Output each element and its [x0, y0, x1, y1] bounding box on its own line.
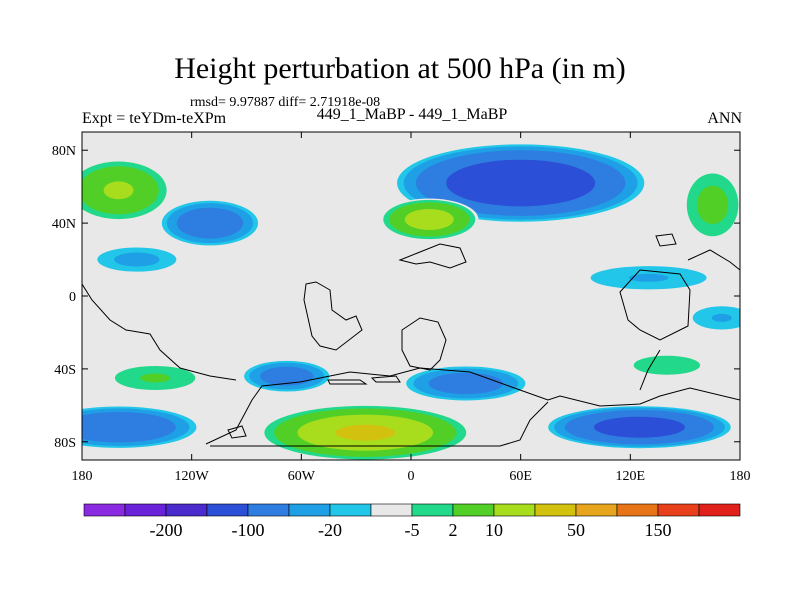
y-tick-label-4: 80S: [54, 436, 76, 451]
colorbar-box-7: [370, 503, 413, 517]
x-tick-label-1: 120W: [175, 469, 210, 484]
colorbar-box-3: [206, 503, 249, 517]
x-tick-label-2: 60W: [288, 469, 316, 484]
y-tick-label-3: 40S: [54, 363, 76, 378]
x-tick-label-3: 0: [408, 469, 415, 484]
colorbar-box-1: [124, 503, 167, 517]
colorbar-box-2: [165, 503, 208, 517]
x-tick-label-0: 180: [72, 469, 93, 484]
contour-band-8-2: [428, 372, 504, 395]
right-label: ANN: [707, 110, 742, 127]
colorbar-label-0: -200: [150, 520, 183, 540]
colorbar-box-8: [411, 503, 454, 517]
colorbar-box-10: [493, 503, 536, 517]
coastline-africa: [401, 317, 447, 371]
colorbar: -200 -100 -20 -5 2 10 50 150: [83, 503, 741, 540]
coastline-east-pacific: [639, 349, 661, 391]
colorbar-box-9: [452, 503, 495, 517]
chart-title: Height perturbation at 500 hPa (in m): [174, 52, 626, 85]
colorbar-box-6: [329, 503, 372, 517]
colorbar-label-4: 2: [449, 520, 458, 540]
x-tick-label-4: 60E: [509, 469, 532, 484]
contour-band-5-4: [335, 424, 396, 441]
y-axis: 80N 40N 0 40S 80S: [52, 144, 740, 451]
coastline-antarctic-shelf: [210, 401, 549, 447]
colorbar-box-14: [657, 503, 700, 517]
contour-band-11-1: [633, 355, 701, 375]
colorbar-label-6: 50: [567, 520, 585, 540]
colorbar-label-5: 10: [485, 520, 503, 540]
contour-band-4-2: [696, 185, 729, 225]
contour-band-9-2: [260, 366, 314, 386]
x-tick-label-5: 120E: [616, 469, 646, 484]
colorbar-box-12: [575, 503, 618, 517]
x-tick-label-6: 180: [730, 469, 751, 484]
center-label: 449_1_MaBP - 449_1_MaBP: [316, 106, 508, 123]
coastline-outline: [82, 233, 740, 447]
coastline-australia: [619, 269, 691, 341]
contour-band-1-2: [176, 207, 244, 239]
contour-band-10-2: [140, 373, 171, 383]
stats-text: rmsd= 9.97887 diff= 2.71918e-08: [190, 95, 381, 110]
contour-field: [82, 132, 740, 460]
coastline-peninsula: [227, 425, 247, 439]
coastline-eurasia-south: [398, 243, 467, 269]
coastline-antarctica: [205, 367, 740, 445]
colorbar-label-2: -20: [318, 520, 342, 540]
colorbar-label-7: 150: [645, 520, 672, 540]
coastline-south-america: [303, 281, 363, 351]
contour-band-3-3: [404, 208, 454, 230]
contour-band-12-1: [114, 252, 160, 267]
coastline-west-pacific: [82, 283, 237, 381]
colorbar-label-3: -5: [405, 520, 420, 540]
coastline-weddell: [327, 375, 401, 385]
y-tick-label-0: 80N: [52, 144, 76, 159]
contour-band-14-1: [711, 313, 732, 322]
y-tick-label-2: 0: [69, 290, 76, 305]
contour-band-0-3: [446, 159, 596, 207]
colorbar-box-5: [288, 503, 331, 517]
colorbar-box-13: [616, 503, 659, 517]
contour-band-13-1: [628, 273, 669, 282]
contour-band-7-2: [82, 412, 176, 443]
coastline-maritime: [655, 233, 740, 271]
left-label: Expt = teYDm-teXPm: [82, 110, 227, 127]
colorbar-box-15: [698, 503, 741, 517]
y-tick-label-1: 40N: [52, 217, 76, 232]
colorbar-box-11: [534, 503, 577, 517]
contour-band-6-3: [594, 416, 685, 438]
colorbar-box-0: [83, 503, 126, 517]
x-axis: 180 120W 60W 0 60E 120E 180: [72, 132, 751, 484]
contour-band-2-3: [103, 181, 134, 200]
colorbar-label-1: -100: [232, 520, 265, 540]
colorbar-box-4: [247, 503, 290, 517]
